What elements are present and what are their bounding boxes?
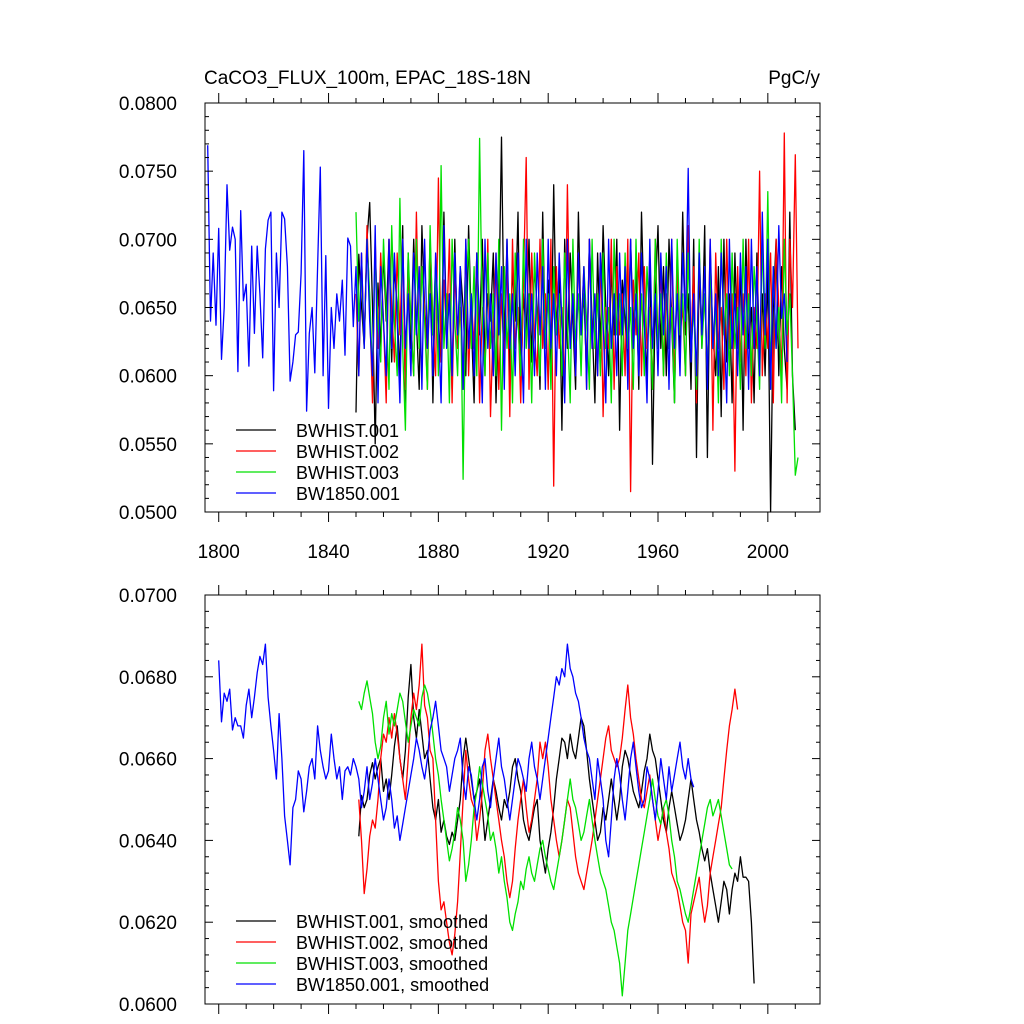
bottom-series-line-4 [218, 643, 695, 866]
bottom-legend-label-3: BWHIST.003, smoothed [296, 954, 488, 974]
top-ytick-label: 0.0650 [119, 299, 177, 320]
top-xtick-label: 1960 [637, 542, 679, 563]
top-chart-ticks [205, 93, 820, 522]
top-legend-label-2: BWHIST.002 [296, 442, 399, 462]
bottom-chart-ticks [205, 585, 820, 1014]
bottom-ytick-label: 0.0680 [119, 668, 177, 689]
bottom-ytick-label: 0.0620 [119, 913, 177, 934]
bottom-series-line-2 [358, 643, 739, 964]
top-xtick-label: 1800 [198, 542, 240, 563]
top-chart-title: CaCO3_FLUX_100m, EPAC_18S-18N [204, 68, 531, 89]
bottom-ytick-label: 0.0600 [119, 995, 177, 1016]
top-legend-label-3: BWHIST.003 [296, 463, 399, 483]
top-ytick-label: 0.0550 [119, 435, 177, 456]
top-series-line-4 [207, 145, 788, 412]
top-xtick-label: 2000 [747, 542, 789, 563]
top-ytick-label: 0.0600 [119, 367, 177, 388]
bottom-chart-series [218, 643, 755, 997]
top-ytick-label: 0.0500 [119, 503, 177, 524]
top-ytick-label: 0.0800 [119, 94, 177, 115]
bottom-chart-tick-labels: 0.0600 0.0620 0.0640 0.0660 0.0680 0.0700 [119, 586, 177, 1016]
bottom-ytick-label: 0.0700 [119, 586, 177, 607]
bottom-legend-label-2: BWHIST.002, smoothed [296, 933, 488, 953]
top-ytick-label: 0.0700 [119, 230, 177, 251]
top-legend-label-1: BWHIST.001 [296, 421, 399, 441]
top-chart-tick-labels: 0.0500 0.0550 0.0600 0.0650 0.0700 0.0750 0.08… [119, 94, 789, 563]
top-xtick-label: 1920 [527, 542, 569, 563]
bottom-legend-label-4: BW1850.001, smoothed [296, 975, 489, 995]
top-chart-panel: 0.0500 0.0550 0.0600 0.0650 0.0700 0.0750 0.08… [119, 93, 821, 563]
top-chart-series [207, 132, 799, 513]
top-xtick-label: 1840 [307, 542, 349, 563]
bottom-legend-label-1: BWHIST.001, smoothed [296, 912, 488, 932]
bottom-ytick-label: 0.0660 [119, 750, 177, 771]
bottom-chart-panel: 0.0600 0.0620 0.0640 0.0660 0.0680 0.0700 BWH… [119, 585, 821, 1016]
top-xtick-label: 1880 [417, 542, 459, 563]
bottom-ytick-label: 0.0640 [119, 831, 177, 852]
bottom-series-line-1 [358, 663, 755, 984]
bottom-chart-frame [204, 594, 821, 1005]
top-chart-units: PgC/y [768, 68, 820, 89]
bottom-series-line-3 [358, 680, 733, 997]
top-legend-label-4: BW1850.001 [296, 484, 400, 504]
top-ytick-label: 0.0750 [119, 162, 177, 183]
